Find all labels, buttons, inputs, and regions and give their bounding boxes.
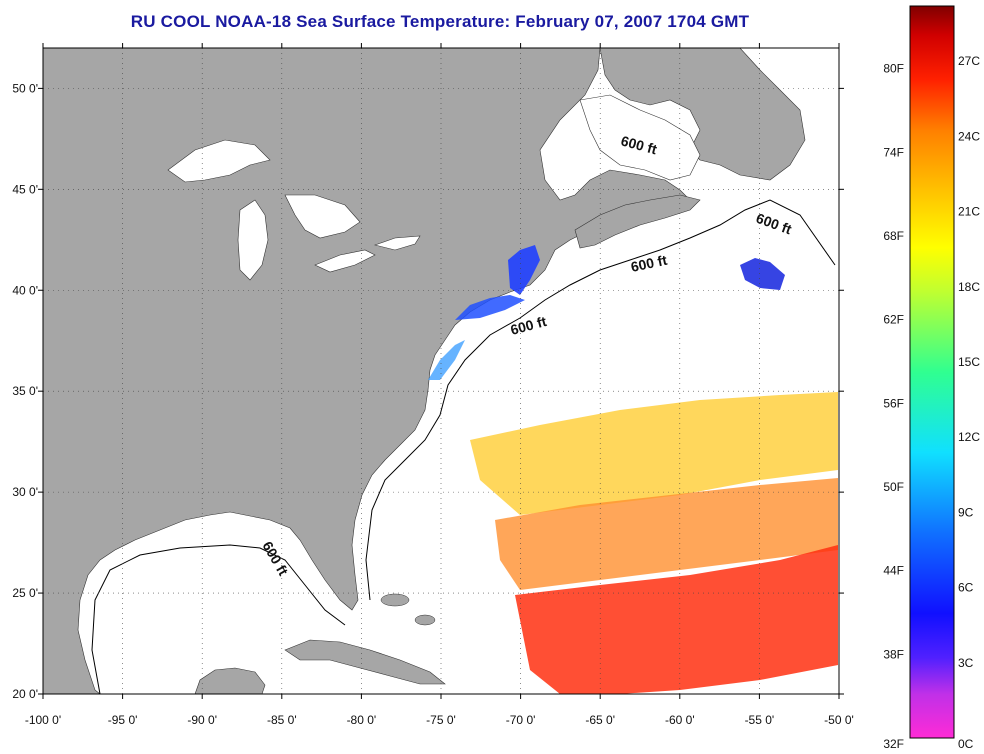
colorbar-c-label: 6C bbox=[958, 581, 974, 595]
lon-tick-label: -85 0' bbox=[267, 713, 297, 727]
colorbar-f-label: 56F bbox=[883, 396, 904, 410]
lon-tick-label: -60 0' bbox=[665, 713, 695, 727]
lon-tick-label: -100 0' bbox=[25, 713, 61, 727]
colorbar-c-label: 15C bbox=[958, 355, 980, 369]
lon-tick-label: -55 0' bbox=[745, 713, 775, 727]
colorbar-c-label: 12C bbox=[958, 430, 980, 444]
colorbar-c-label: 0C bbox=[958, 737, 974, 751]
lake-erie bbox=[314, 249, 376, 273]
latitude-labels: 20 0' 25 0' 30 0' 35 0' 40 0' 45 0' 50 0' bbox=[12, 81, 38, 701]
colorbar-f-label: 74F bbox=[883, 145, 904, 159]
colorbar-f-label: 50F bbox=[883, 480, 904, 494]
sst-patch-nj-shelf bbox=[455, 295, 525, 320]
colorbar-c-label: 27C bbox=[958, 54, 980, 68]
colorbar bbox=[909, 5, 955, 739]
colorbar-c-label: 9C bbox=[958, 505, 974, 519]
lake-huron bbox=[284, 194, 361, 239]
lat-tick-label: 45 0' bbox=[12, 182, 38, 196]
colorbar-f-label: 38F bbox=[883, 647, 904, 661]
lake-superior bbox=[167, 139, 271, 183]
axis-ticks bbox=[38, 43, 844, 699]
longitude-labels: -100 0' -95 0' -90 0' -85 0' -80 0' -75 0' -70… bbox=[25, 713, 854, 727]
sst-patch-orange bbox=[495, 478, 838, 590]
sst-patch-mid-atlantic bbox=[428, 340, 465, 380]
lon-tick-label: -95 0' bbox=[108, 713, 138, 727]
gulf-st-lawrence bbox=[579, 94, 701, 181]
colorbar-fahrenheit-labels: 80F 74F 68F 62F 56F 50F 44F 38F 32F bbox=[883, 62, 904, 751]
lon-tick-label: -75 0' bbox=[426, 713, 456, 727]
lon-tick-label: -70 0' bbox=[506, 713, 536, 727]
lake-michigan bbox=[237, 199, 269, 281]
colorbar-f-label: 80F bbox=[883, 62, 904, 76]
map-title: RU COOL NOAA-18 Sea Surface Temperature:… bbox=[130, 12, 750, 31]
lat-tick-label: 50 0' bbox=[12, 81, 38, 95]
contour-label-3: 600 ft bbox=[629, 252, 668, 275]
colorbar-f-label: 68F bbox=[883, 229, 904, 243]
land-maritimes bbox=[599, 47, 806, 181]
colorbar-c-label: 18C bbox=[958, 280, 980, 294]
lon-tick-label: -90 0' bbox=[187, 713, 217, 727]
land-bahamas bbox=[380, 593, 410, 607]
shelf-contour-line bbox=[91, 199, 836, 695]
lon-tick-label: -65 0' bbox=[585, 713, 615, 727]
land-nova-scotia bbox=[574, 194, 701, 249]
sst-data-layer bbox=[428, 245, 838, 694]
colorbar-celsius-labels: 27C 24C 21C 18C 15C 12C 9C 6C 3C 0C bbox=[958, 54, 980, 751]
colorbar-c-label: 3C bbox=[958, 656, 974, 670]
lat-tick-label: 20 0' bbox=[12, 687, 38, 701]
land-north-america bbox=[42, 47, 691, 695]
sst-patch-grand-banks bbox=[740, 258, 785, 290]
lat-tick-label: 25 0' bbox=[12, 586, 38, 600]
lat-tick-label: 35 0' bbox=[12, 384, 38, 398]
lon-tick-label: -80 0' bbox=[347, 713, 377, 727]
sst-patch-gulf-of-maine bbox=[508, 245, 540, 295]
lon-tick-label: -50 0' bbox=[824, 713, 854, 727]
colorbar-f-label: 62F bbox=[883, 313, 904, 327]
colorbar-f-label: 32F bbox=[883, 737, 904, 751]
colorbar-f-label: 44F bbox=[883, 564, 904, 578]
sst-patch-yellow bbox=[470, 392, 838, 515]
sst-patch-red bbox=[515, 545, 838, 694]
colorbar-c-label: 21C bbox=[958, 205, 980, 219]
lat-tick-label: 40 0' bbox=[12, 283, 38, 297]
colorbar-c-label: 24C bbox=[958, 129, 980, 143]
land-cuba bbox=[284, 639, 446, 685]
land-bahamas-2 bbox=[414, 614, 436, 626]
lat-tick-label: 30 0' bbox=[12, 485, 38, 499]
lake-ontario bbox=[373, 235, 421, 251]
